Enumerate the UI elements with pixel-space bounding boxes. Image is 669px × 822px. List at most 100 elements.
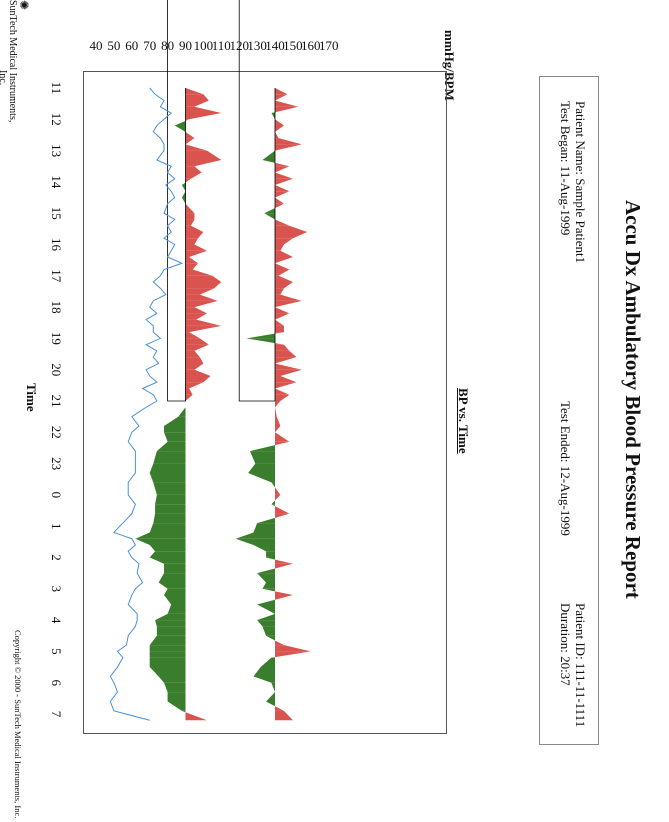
systolic-above-segment bbox=[275, 231, 308, 239]
diastolic-below-segment bbox=[174, 125, 186, 132]
diastolic-below-segment bbox=[164, 426, 186, 433]
x-tick-label: 12 bbox=[49, 113, 64, 126]
systolic-above-segment bbox=[275, 166, 290, 173]
systolic-above-segment bbox=[275, 131, 279, 139]
diastolic-above-segment bbox=[185, 382, 204, 389]
systolic-below-segment bbox=[257, 568, 275, 574]
diastolic-above-segment bbox=[185, 119, 190, 121]
diastolic-below-segment bbox=[164, 682, 186, 693]
systolic-above-segment bbox=[275, 106, 299, 113]
systolic-above-segment bbox=[275, 388, 290, 395]
x-tick-label: 18 bbox=[49, 301, 64, 314]
systolic-above-segment bbox=[275, 357, 297, 364]
systolic-below-segment bbox=[249, 451, 275, 464]
systolic-series bbox=[235, 88, 311, 721]
diastolic-below-segment bbox=[158, 676, 186, 683]
diastolic-above-segment bbox=[185, 131, 195, 139]
diastolic-above-segment bbox=[185, 363, 204, 370]
diastolic-below-segment bbox=[164, 563, 186, 574]
systolic-above-segment bbox=[275, 294, 302, 301]
diastolic-above-segment bbox=[185, 94, 209, 101]
systolic-above-segment bbox=[275, 506, 290, 514]
copyright: Copyright © 2000 - SunTech Medical Instr… bbox=[13, 630, 23, 819]
systolic-below-segment bbox=[260, 657, 275, 668]
y-tick-label: 80 bbox=[161, 38, 174, 53]
systolic-below-segment bbox=[271, 657, 275, 658]
diastolic-below-segment bbox=[158, 573, 186, 583]
systolic-below-segment bbox=[246, 333, 275, 339]
systolic-above-segment bbox=[275, 138, 302, 145]
systolic-above-segment bbox=[275, 344, 290, 351]
y-tick-label: 120 bbox=[229, 38, 249, 53]
systolic-below-segment bbox=[257, 604, 275, 614]
systolic-above-segment bbox=[275, 513, 290, 518]
diastolic-below-segment bbox=[153, 482, 186, 495]
diastolic-below-segment bbox=[156, 626, 186, 636]
diastolic-above-segment bbox=[185, 106, 222, 114]
diastolic-above-segment bbox=[185, 338, 209, 345]
diastolic-below-segment bbox=[164, 588, 186, 596]
systolic-below-segment bbox=[248, 463, 275, 473]
systolic-above-segment bbox=[275, 263, 290, 270]
y-tick-label: 100 bbox=[194, 38, 214, 53]
x-tick-label: 0 bbox=[49, 492, 64, 499]
systolic-below-segment bbox=[253, 667, 275, 677]
x-tick-label: 15 bbox=[49, 207, 64, 220]
diastolic-below-segment bbox=[167, 701, 186, 711]
systolic-above-segment bbox=[275, 332, 284, 334]
x-tick-label: 19 bbox=[49, 332, 64, 345]
systolic-above-segment bbox=[275, 640, 284, 646]
y-tick-label: 90 bbox=[179, 38, 192, 53]
diastolic-above-segment bbox=[185, 325, 222, 333]
x-tick-label: 11 bbox=[49, 82, 64, 95]
systolic-above-segment bbox=[275, 595, 293, 600]
systolic-below-segment bbox=[246, 338, 275, 344]
diastolic-above-segment bbox=[185, 294, 218, 301]
systolic-below-segment bbox=[253, 544, 275, 552]
systolic-above-segment bbox=[275, 119, 284, 126]
systolic-below-segment bbox=[266, 557, 275, 560]
systolic-below-segment bbox=[271, 682, 275, 693]
systolic-above-segment bbox=[275, 313, 290, 320]
y-tick-label: 140 bbox=[265, 38, 285, 53]
systolic-below-segment bbox=[235, 532, 275, 539]
systolic-above-segment bbox=[275, 563, 293, 569]
systolic-above-segment bbox=[275, 225, 308, 232]
systolic-below-segment bbox=[271, 504, 275, 507]
diastolic-below-segment bbox=[149, 557, 186, 564]
systolic-above-segment bbox=[275, 441, 290, 446]
y-tick-label: 110 bbox=[212, 38, 231, 53]
systolic-below-segment bbox=[262, 626, 275, 636]
diastolic-above-segment bbox=[185, 257, 199, 264]
diastolic-above-segment bbox=[185, 113, 222, 120]
diastolic-above-segment bbox=[185, 172, 202, 179]
systolic-above-segment bbox=[275, 288, 284, 295]
threshold-lines bbox=[167, 0, 276, 402]
systolic-above-segment bbox=[275, 416, 281, 427]
systolic-above-segment bbox=[275, 375, 297, 383]
diastolic-below-segment bbox=[181, 185, 186, 192]
systolic-above-segment bbox=[275, 407, 277, 417]
diastolic-below-segment bbox=[164, 416, 186, 427]
x-tick-label: 20 bbox=[49, 363, 64, 376]
systolic-above-segment bbox=[275, 100, 299, 107]
y-tick-label: 150 bbox=[283, 38, 303, 53]
diastolic-above-segment bbox=[185, 288, 215, 295]
systolic-below-segment bbox=[262, 150, 275, 160]
x-tick-label: 1 bbox=[49, 523, 64, 530]
x-tick-label: 2 bbox=[49, 554, 64, 561]
systolic-threshold-line bbox=[238, 0, 276, 402]
y-tick-label: 130 bbox=[247, 38, 267, 53]
diastolic-above-segment bbox=[185, 300, 218, 308]
systolic-above-segment bbox=[275, 257, 293, 264]
company-name: ✺ SunTech Medical Instruments, Inc. bbox=[0, 0, 31, 160]
systolic-above-segment bbox=[275, 369, 302, 376]
diastolic-below-segment bbox=[149, 645, 186, 652]
systolic-below-segment bbox=[257, 517, 275, 524]
diastolic-above-segment bbox=[185, 357, 204, 364]
y-tick-label: 70 bbox=[143, 38, 156, 53]
diastolic-below-segment bbox=[149, 463, 186, 473]
diastolic-above-segment bbox=[185, 375, 211, 383]
diastolic-below-segment bbox=[149, 523, 186, 533]
